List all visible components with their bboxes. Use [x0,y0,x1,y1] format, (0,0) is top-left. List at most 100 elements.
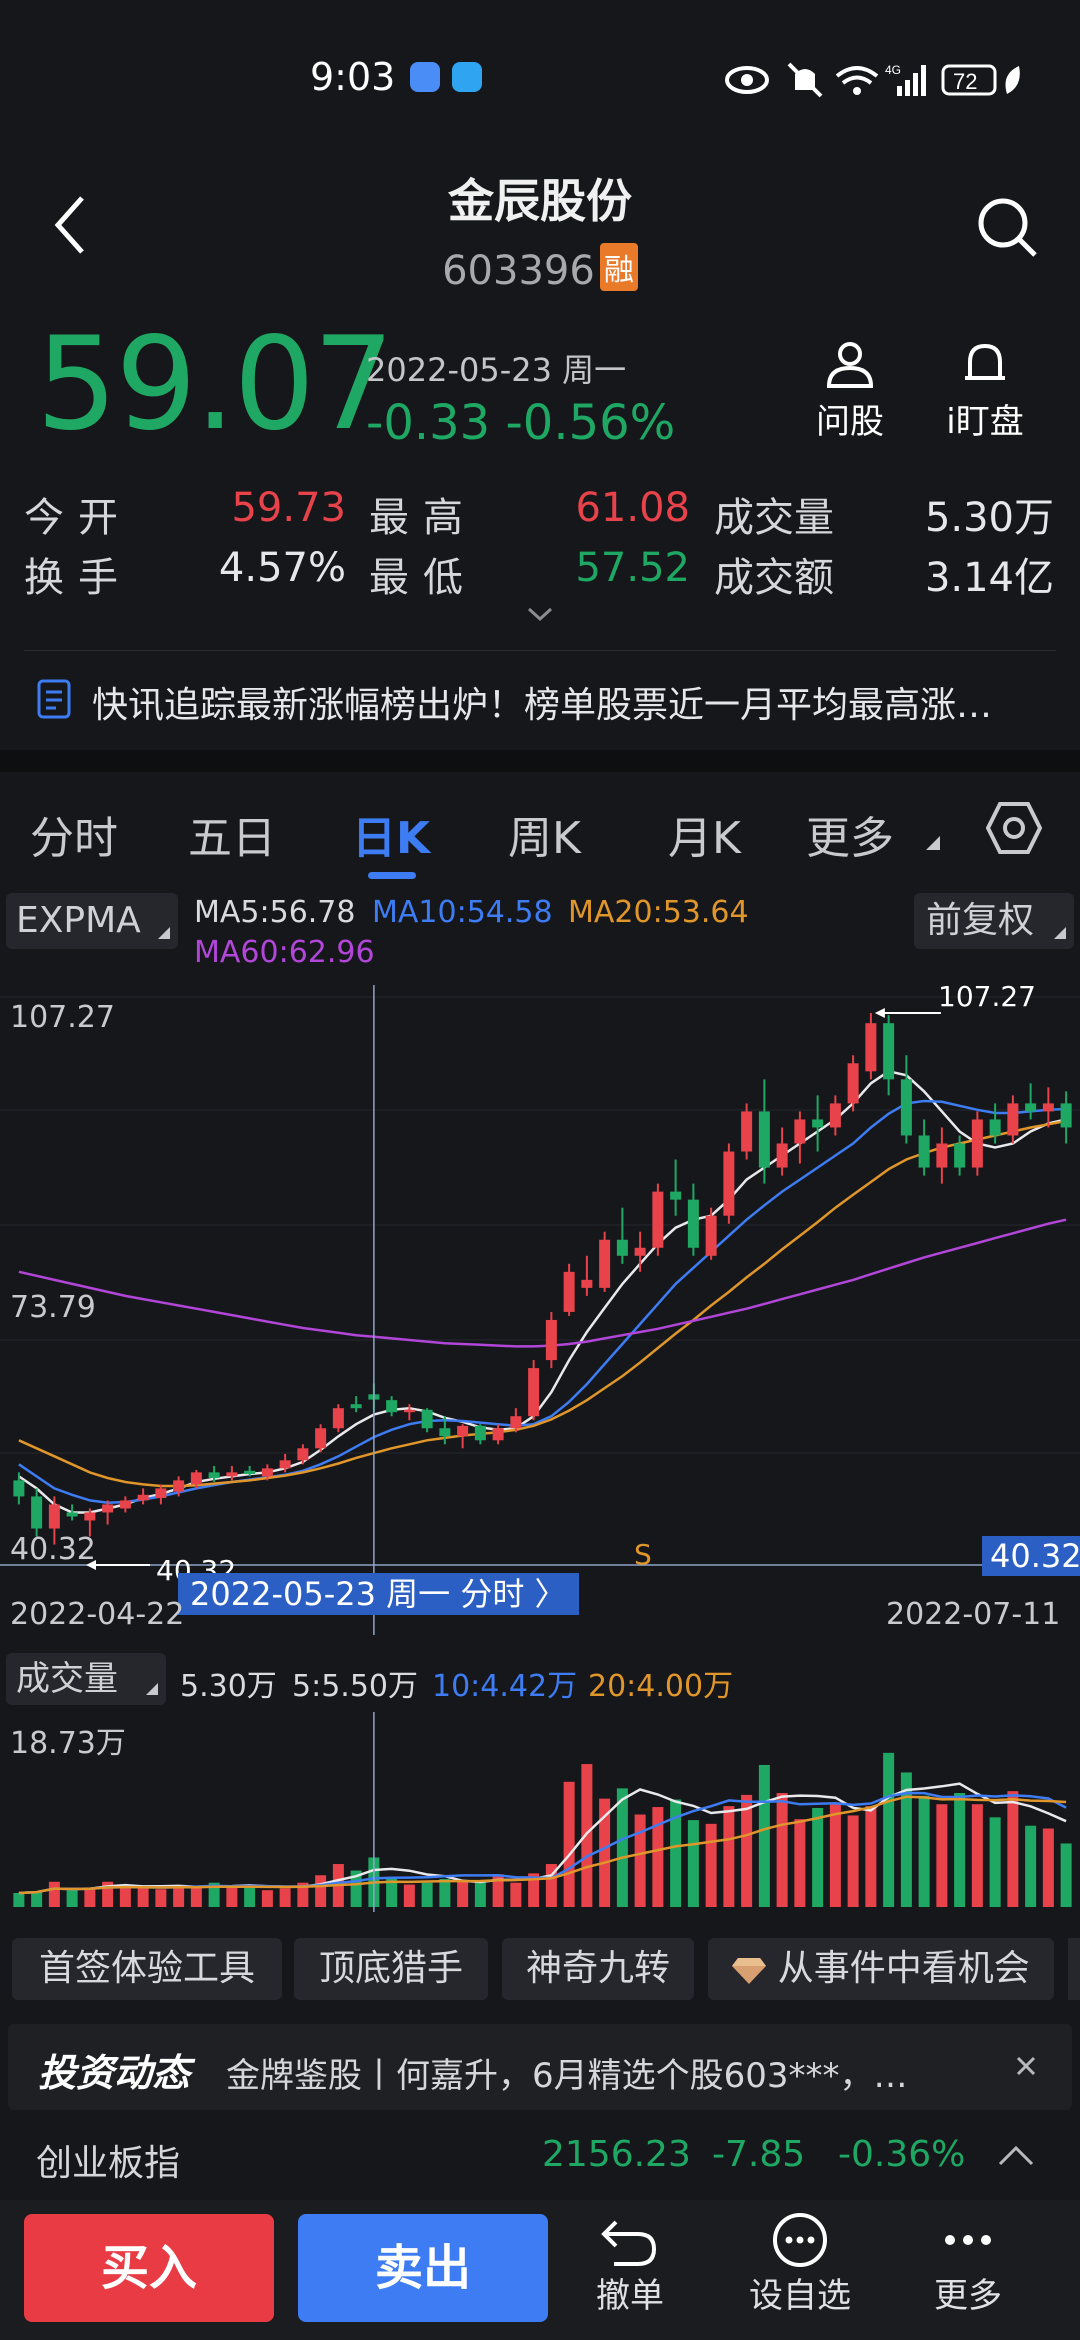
ma-line-ma60 [18,1218,1067,1348]
volume-bar [847,1815,859,1907]
news-ticker[interactable]: 快讯追踪最新涨幅榜出炉！榜单股票近一月平均最高涨… [0,652,1080,748]
candle-body [652,1191,664,1248]
diamond-icon [732,1958,767,1984]
tool-chip-top-bottom[interactable]: 顶底猎手 [294,1938,488,2000]
tool-chip-nine-turn[interactable]: 神奇九转 [502,1938,694,2000]
bell-icon [965,343,1005,380]
more-button[interactable]: 更多 [918,2212,1018,2317]
cancel-order-button[interactable]: 撤单 [580,2212,680,2317]
adjust-selector[interactable]: 前复权 [914,893,1074,949]
ask-stock-button[interactable]: 问股 [810,340,890,443]
tab-more[interactable]: 更多 [806,813,894,864]
volume-bar [386,1877,398,1907]
wifi-icon [835,66,879,95]
volume-bar [84,1887,96,1907]
expand-stats-button[interactable] [525,605,555,629]
promo-brand: 投资动态 [38,2051,191,2095]
volume-bar [776,1793,788,1907]
volume-bar [48,1881,60,1907]
stat-value-open: 59.73 [231,485,346,531]
chevron-up-icon[interactable] [996,2144,1036,2168]
tab-monthly-k[interactable]: 月K [668,813,741,864]
volume-bar [173,1885,185,1907]
volume-bar [208,1882,220,1907]
volume-bar [563,1781,575,1907]
news-text: 快讯追踪最新涨幅榜出炉！榜单股票近一月平均最高涨… [92,685,993,726]
index-bar[interactable]: 创业板指 2156.23 -7.85 -0.36% [0,2118,1080,2200]
candle-body [13,1480,25,1497]
add-watchlist-button[interactable]: 设自选 [740,2212,860,2317]
candle-body [936,1143,948,1168]
volume-indicator-selector[interactable]: 成交量 [6,1653,166,1705]
buy-button[interactable]: 买入 [24,2214,274,2322]
candle-body [545,1319,557,1361]
candle-body [155,1488,167,1499]
tab-intraday[interactable]: 分时 [30,813,118,864]
ellipsis-icon [945,2235,991,2245]
volume-bar [13,1892,25,1907]
watch-button[interactable]: i盯盘 [930,340,1040,443]
tab-daily-k[interactable]: 日K [352,813,431,864]
candle-body [439,1428,451,1437]
stat-value-low: 57.52 [575,545,690,591]
candle-body [403,1409,415,1413]
price-axis-low: 40.32 [10,1532,96,1567]
stat-label-turnover: 换手 [24,555,132,601]
candle-body [758,1111,770,1168]
candle-body [1060,1103,1072,1128]
volume-bar [474,1882,486,1907]
candle-body [1042,1103,1054,1112]
candle-body [563,1271,575,1312]
candle-body [829,1103,841,1128]
price-axis-high: 107.27 [10,1000,115,1035]
candle-body [989,1119,1001,1136]
search-button[interactable] [975,195,1039,263]
price-change: -0.33 [366,395,491,451]
crosshair-price-label: 40.32 [982,1536,1080,1576]
candle-body [776,1143,788,1168]
candle-body [705,1215,717,1256]
candlestick-chart[interactable] [0,985,1080,1635]
search-icon [978,198,1037,257]
tool-chip-first-sign[interactable]: 首签体验工具 [12,1938,282,2000]
volume-bar [865,1806,877,1907]
settings-icon[interactable] [986,800,1042,856]
tool-chip-event-opportunity[interactable]: 从事件中看机会 [708,1938,1054,2000]
volume-bar [616,1788,628,1907]
indicator-name: EXPMA [16,900,141,941]
close-icon[interactable] [1014,2054,1038,2078]
back-arrow-icon [54,196,84,254]
tab-five-day[interactable]: 五日 [188,813,276,864]
candle-body [457,1425,469,1437]
volume-bar [1042,1828,1054,1907]
max-marker-arrow [874,1008,885,1018]
sell-button[interactable]: 卖出 [298,2214,548,2322]
price-change-row: -0.33 -0.56% [366,395,675,451]
volume-bar [119,1884,131,1907]
stat-label-volume: 成交量 [714,495,834,541]
candle-body [510,1416,522,1429]
crosshair-date-label[interactable]: 2022-05-23 周一 分时 〉 [178,1573,579,1615]
price-axis-mid: 73.79 [10,1290,96,1325]
volume-bar [261,1890,273,1907]
volume-ma10: 10:4.42万 [432,1669,578,1704]
volume-bar [1007,1791,1019,1907]
indicator-selector[interactable]: EXPMA [6,893,178,949]
eye-icon [725,66,769,94]
candle-body [474,1425,486,1441]
stat-value-high: 61.08 [575,485,690,531]
dropdown-triangle-icon [1054,927,1066,939]
price-change-pct: -0.56% [505,395,676,451]
max-price-marker: 107.27 [938,980,1036,1013]
ma-line-ma10 [18,1099,1067,1505]
volume-chart[interactable] [0,1712,1080,1912]
add-watchlist-label: 设自选 [749,2276,851,2316]
stat-value-turnover: 4.57% [218,545,346,591]
ma-line-ma5 [18,1069,1067,1514]
back-button[interactable] [50,190,90,264]
index-value: 2156.23 [542,2134,691,2175]
tab-weekly-k[interactable]: 周K [508,813,581,864]
volume-bar [102,1881,114,1907]
promo-banner[interactable]: 投资动态 金牌鉴股丨何嘉升，6月精选个股603***，… [8,2024,1072,2110]
candle-body [687,1199,699,1248]
